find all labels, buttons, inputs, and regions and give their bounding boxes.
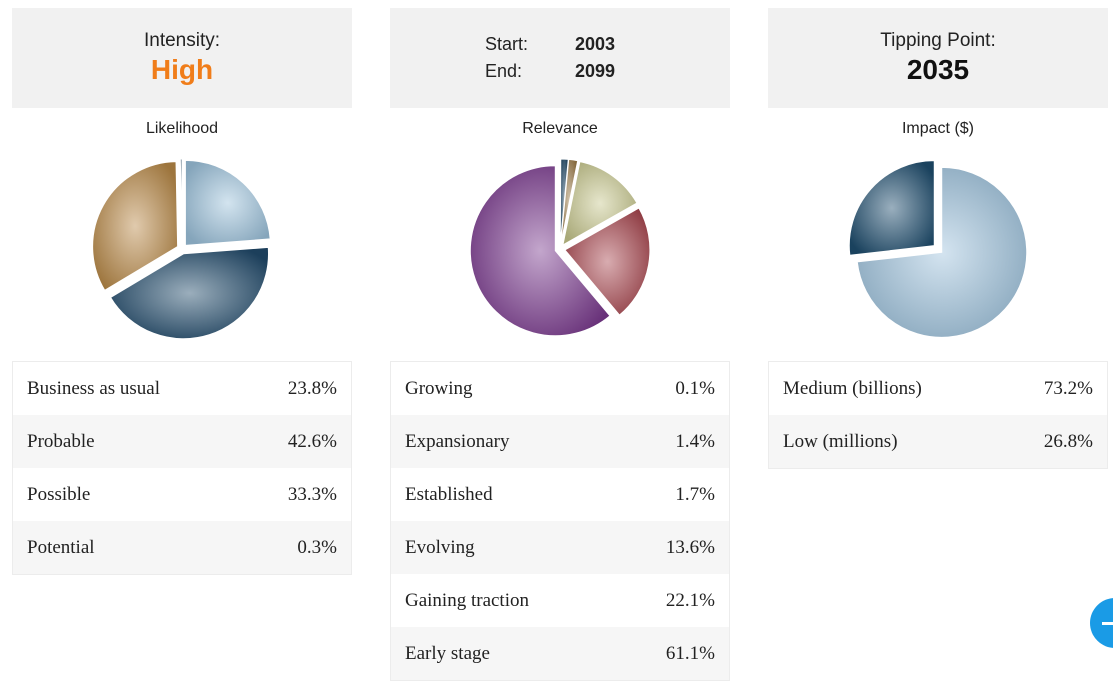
row-value: 73.2%	[1043, 377, 1093, 399]
pie-slice[interactable]	[469, 165, 611, 337]
row-label: Expansionary	[405, 430, 510, 452]
relevance-chart-title: Relevance	[522, 120, 598, 137]
row-value: 22.1%	[665, 589, 715, 611]
impact-chart-title: Impact ($)	[901, 120, 974, 137]
intensity-summary: Intensity: High	[12, 8, 352, 108]
row-value: 42.6%	[287, 430, 337, 452]
row-label: Low (millions)	[783, 430, 898, 452]
row-label: Possible	[27, 483, 91, 505]
row-value: 1.4%	[675, 430, 715, 452]
row-value: 13.6%	[665, 536, 715, 558]
table-row: Low (millions) 26.8%	[769, 415, 1107, 468]
table-row: Potential 0.3%	[13, 521, 351, 574]
floating-action-button[interactable]	[1090, 598, 1113, 648]
impact-column: Tipping Point: 2035 Impact ($) Medium (b…	[768, 8, 1108, 469]
likelihood-column: Intensity: High Likelihood Business as u…	[12, 8, 352, 575]
row-value: 23.8%	[287, 377, 337, 399]
pie-slice[interactable]	[560, 158, 579, 245]
likelihood-pie-chart	[92, 158, 271, 340]
start-value: 2003	[575, 34, 616, 54]
table-row: Established 1.7%	[391, 468, 729, 521]
relevance-pie-chart	[469, 158, 651, 337]
table-row: Early stage 61.1%	[391, 627, 729, 680]
row-label: Business as usual	[27, 377, 160, 399]
table-row: Growing 0.1%	[391, 362, 729, 415]
table-row: Probable 42.6%	[13, 415, 351, 468]
minus-icon	[1102, 621, 1113, 625]
relevance-table: Growing 0.1% Expansionary 1.4% Established 1.…	[390, 361, 730, 681]
end-label: End:	[485, 61, 523, 81]
table-row: Business as usual 23.8%	[13, 362, 351, 415]
relevance-column: Start: 2003 End: 2099 Relevance Growing 0…	[390, 8, 730, 681]
intensity-label: Intensity:	[143, 30, 221, 51]
intensity-value: High	[150, 54, 214, 85]
date-range-summary: Start: 2003 End: 2099	[390, 8, 730, 108]
row-label: Established	[405, 483, 493, 505]
impact-table: Medium (billions) 73.2% Low (millions) 26.8…	[768, 361, 1108, 469]
row-label: Evolving	[405, 536, 475, 558]
pie-slice[interactable]	[179, 158, 183, 245]
pie-slice[interactable]	[562, 161, 638, 246]
pie-slice[interactable]	[92, 161, 179, 291]
table-row: Gaining traction 22.1%	[391, 574, 729, 627]
table-row: Possible 33.3%	[13, 468, 351, 521]
likelihood-table: Business as usual 23.8% Probable 42.6% Possi…	[12, 361, 352, 575]
table-row: Medium (billions) 73.2%	[769, 362, 1107, 415]
table-row: Expansionary 1.4%	[391, 415, 729, 468]
row-label: Early stage	[405, 642, 490, 664]
start-label: Start:	[485, 34, 529, 54]
table-row: Evolving 13.6%	[391, 521, 729, 574]
row-label: Medium (billions)	[783, 377, 922, 399]
row-value: 26.8%	[1043, 430, 1093, 452]
row-value: 61.1%	[665, 642, 715, 664]
pie-slice[interactable]	[848, 160, 935, 256]
pie-slice[interactable]	[184, 159, 271, 246]
likelihood-chart-title: Likelihood	[145, 120, 219, 137]
row-value: 0.1%	[675, 377, 715, 399]
tipping-point-summary: Tipping Point: 2035	[768, 8, 1108, 108]
row-value: 33.3%	[287, 483, 337, 505]
row-label: Gaining traction	[405, 589, 529, 611]
pie-slice[interactable]	[109, 246, 270, 340]
tipping-point-value: 2035	[906, 54, 970, 85]
tipping-point-label: Tipping Point:	[880, 30, 996, 51]
pie-slice[interactable]	[856, 166, 1028, 338]
row-label: Potential	[27, 536, 95, 558]
row-value: 1.7%	[675, 483, 715, 505]
row-label: Growing	[405, 377, 473, 399]
row-label: Probable	[27, 430, 95, 452]
end-value: 2099	[575, 61, 616, 81]
row-value: 0.3%	[297, 536, 337, 558]
impact-pie-chart	[848, 160, 1028, 338]
pie-slice[interactable]	[564, 207, 651, 316]
